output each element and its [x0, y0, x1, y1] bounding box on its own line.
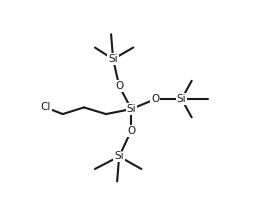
Text: Si: Si: [126, 104, 136, 114]
Text: O: O: [115, 81, 123, 91]
Text: O: O: [151, 94, 160, 104]
Text: Si: Si: [114, 151, 124, 162]
Text: Si: Si: [177, 94, 186, 104]
Text: Si: Si: [108, 54, 118, 64]
Text: O: O: [127, 126, 135, 136]
Text: Cl: Cl: [40, 102, 51, 112]
